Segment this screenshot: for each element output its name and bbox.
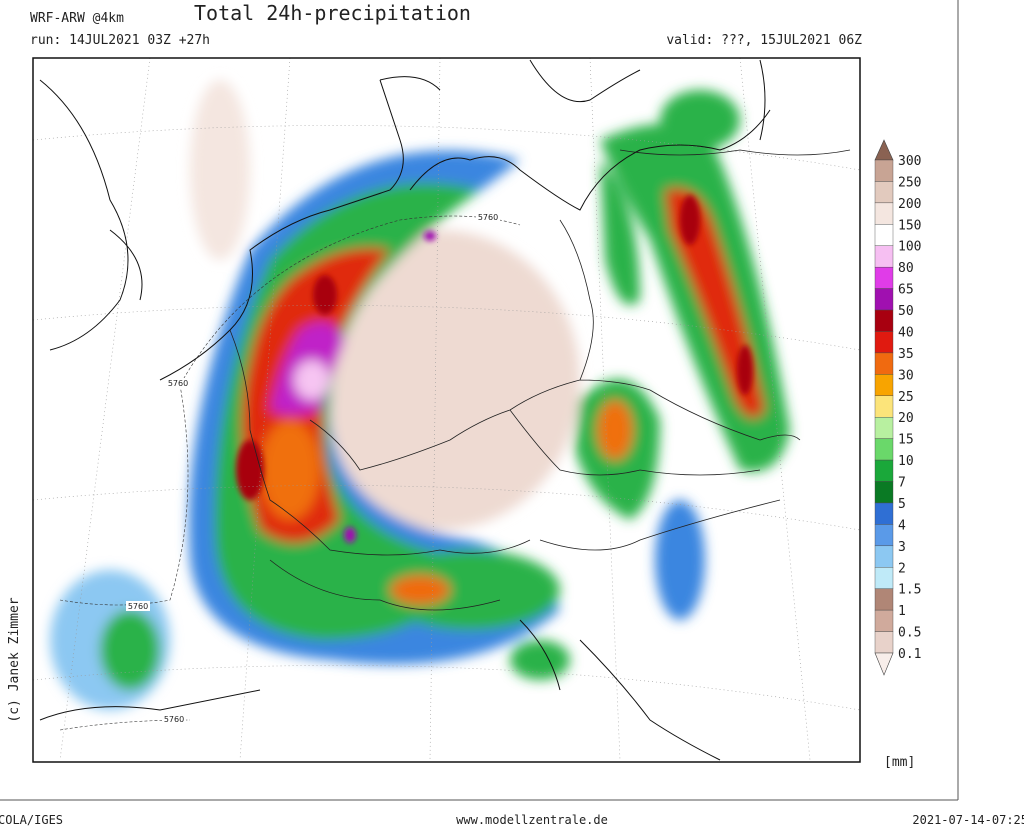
legend-label: 15: [898, 433, 914, 448]
legend-swatch: [874, 609, 894, 632]
run-label: run: 14JUL2021 03Z +27h: [30, 33, 210, 48]
valid-label: valid: ???, 15JUL2021 06Z: [666, 33, 862, 48]
contour-label: 5760: [164, 715, 184, 724]
legend-swatch: [874, 395, 894, 418]
legend-swatch: [874, 502, 894, 525]
legend-label: 40: [898, 325, 914, 340]
legend-label: 1.5: [898, 583, 921, 598]
graticule: [33, 58, 860, 761]
map-frame: [32, 57, 861, 763]
legend-label: 150: [898, 218, 921, 233]
legend-label: 250: [898, 175, 921, 190]
height-contour: [59, 215, 521, 606]
contour-label-bg: [126, 601, 150, 611]
legend-swatch: [874, 288, 894, 311]
legend-swatch: [874, 631, 894, 654]
model-label: WRF-ARW @4km: [30, 11, 124, 26]
legend-swatch: [874, 266, 894, 289]
legend-swatch: [874, 567, 894, 589]
map: 5760 5760 5760 5760: [33, 58, 860, 762]
footer-center: www.modellzentrale.de: [456, 813, 608, 827]
contour-label: 5760: [478, 213, 498, 222]
legend-swatch: [874, 309, 894, 332]
legend-swatch: [874, 352, 894, 375]
legend-swatch: [874, 524, 894, 547]
country-border: [229, 149, 851, 611]
contour-labels: 5760 5760 5760 5760: [126, 212, 500, 724]
legend-swatch: [874, 417, 894, 439]
legend-label: 0.5: [898, 626, 921, 641]
legend-label: 10: [898, 454, 914, 469]
legend-label: 2: [898, 561, 906, 576]
coastline: [39, 59, 771, 381]
legend-label: 200: [898, 197, 921, 212]
legend-label: 3: [898, 540, 906, 555]
legend-swatch: [874, 588, 894, 611]
contour-label: 5760: [168, 379, 188, 388]
legend-label: 50: [898, 304, 914, 319]
legend-swatch: [874, 202, 894, 225]
legend-swatch: [874, 181, 894, 204]
legend-label: 0.1: [898, 647, 921, 662]
legend-unit: [mm]: [884, 755, 915, 770]
legend-swatch: [874, 438, 894, 461]
footer-left: COLA/IGES: [0, 813, 63, 827]
legend-swatch: [874, 159, 894, 182]
legend-label: 65: [898, 283, 914, 298]
credit: (c) Janek Zimmer: [7, 597, 22, 722]
legend-label: 25: [898, 390, 914, 405]
legend-bottom-arrow: [874, 652, 894, 676]
contour-label: 5760: [128, 602, 148, 611]
precip-field: [50, 80, 790, 710]
legend-label: 1: [898, 604, 906, 619]
legend-swatch: [874, 224, 894, 246]
precip-peaks: [236, 195, 753, 543]
contour-label-bg: [476, 212, 500, 222]
legend-label: 30: [898, 368, 914, 383]
legend-swatch: [874, 245, 894, 268]
map-title: Total 24h-precipitation: [194, 1, 471, 25]
legend-label: 35: [898, 347, 914, 362]
legend: 300 250 200 150 100 80 65 50 40 35 30 25 20 15 10 7 5 4 3 2…: [874, 139, 921, 676]
legend-swatch: [874, 481, 894, 504]
contour-label-bg: [162, 714, 186, 724]
coastline: [39, 619, 721, 761]
legend-swatch: [874, 331, 894, 354]
legend-label: 7: [898, 476, 906, 491]
legend-swatch: [874, 545, 894, 568]
legend-label: 80: [898, 261, 914, 276]
legend-label: 20: [898, 411, 914, 426]
legend-swatch: [874, 374, 894, 396]
contour-label-bg: [166, 378, 190, 388]
legend-top-arrow: [874, 139, 894, 161]
legend-label: 300: [898, 154, 921, 169]
legend-label: 4: [898, 518, 906, 533]
footer-right: 2021-07-14-07:25: [912, 813, 1024, 827]
legend-swatch: [874, 459, 894, 482]
legend-label: 5: [898, 497, 906, 512]
legend-label: 100: [898, 240, 921, 255]
